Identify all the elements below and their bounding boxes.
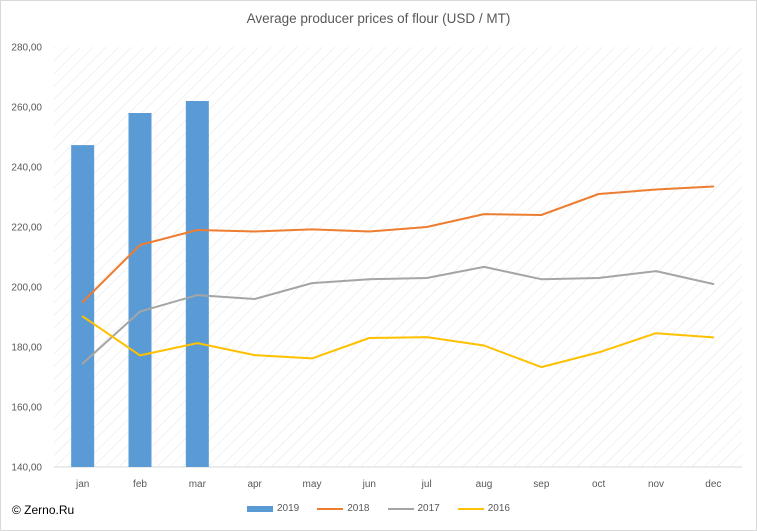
legend-swatch xyxy=(247,505,273,512)
x-tick-label: jan xyxy=(75,479,89,490)
x-tick-label: oct xyxy=(592,479,606,490)
x-tick-label: feb xyxy=(133,479,147,490)
x-tick-label: apr xyxy=(247,479,262,490)
legend-label: 2018 xyxy=(347,503,370,514)
chart-title: Average producer prices of flour (USD / … xyxy=(246,11,511,26)
y-tick-label: 180,00 xyxy=(11,343,42,354)
x-tick-label: nov xyxy=(648,479,664,490)
legend-swatch xyxy=(387,507,414,510)
bar-2019-jan xyxy=(71,145,95,467)
line-series-2018 xyxy=(81,185,715,303)
legend-item-2016: 2016 xyxy=(457,503,510,514)
y-tick-label: 260,00 xyxy=(11,103,42,114)
legend-label: 2017 xyxy=(417,503,440,514)
line-series-2017 xyxy=(81,265,715,365)
legend: 2019 2018 2017 2016 xyxy=(0,503,757,514)
legend-swatch xyxy=(317,507,344,510)
plot-area xyxy=(54,47,742,467)
legend-item-2017: 2017 xyxy=(387,503,440,514)
copyright-text: © Zerno.Ru xyxy=(12,503,75,517)
x-tick-label: jul xyxy=(421,479,432,490)
x-tick-label: jun xyxy=(362,479,376,490)
legend-item-2018: 2018 xyxy=(317,503,370,514)
line-series-2016 xyxy=(81,315,715,369)
x-tick-label: may xyxy=(303,479,322,490)
bar-2019-feb xyxy=(128,113,152,467)
bar-2019-mar xyxy=(185,101,209,467)
legend-label: 2016 xyxy=(487,503,510,514)
legend-swatch xyxy=(457,507,484,510)
y-tick-label: 220,00 xyxy=(11,223,42,234)
legend-item-2019: 2019 xyxy=(247,503,299,514)
x-tick-label: mar xyxy=(189,479,207,490)
legend-label: 2019 xyxy=(277,503,300,514)
y-tick-label: 160,00 xyxy=(11,403,42,414)
x-tick-label: aug xyxy=(476,479,493,490)
y-tick-label: 280,00 xyxy=(11,43,42,54)
x-tick-label: dec xyxy=(705,479,721,490)
x-tick-label: sep xyxy=(533,479,550,490)
y-tick-label: 240,00 xyxy=(11,163,42,174)
y-tick-label: 200,00 xyxy=(11,283,42,294)
y-tick-label: 140,00 xyxy=(11,463,42,474)
